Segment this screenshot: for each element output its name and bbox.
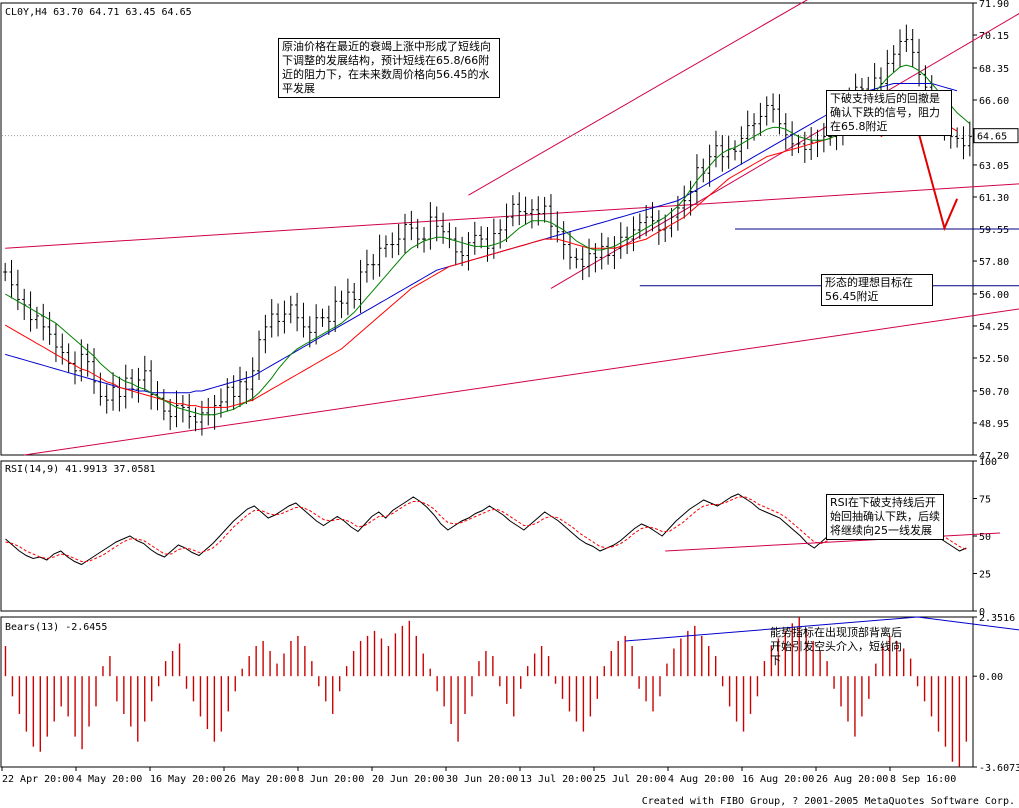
bears-y-tick-label: 0.00 <box>979 672 1003 683</box>
annotation-price-right: 下破支持线后的回撤是确认下跌的信号，阻力在65.8附近 <box>826 90 952 136</box>
x-tick-label: 26 May 20:00 <box>224 774 296 785</box>
price-header: CL0Y,H4 63.70 64.71 63.45 64.65 <box>5 7 192 18</box>
rsi-y-tick-label: 75 <box>979 495 991 506</box>
rsi-y-tick-label: 0 <box>979 607 985 618</box>
x-tick-label: 8 Sep 16:00 <box>890 774 956 785</box>
price-y-tick-label: 52.50 <box>979 354 1009 365</box>
x-tick-label: 26 Aug 20:00 <box>816 774 888 785</box>
footer-credit: Created with FIBO Group, ? 2001-2005 Met… <box>642 796 1015 807</box>
bears-y-tick-label: 2.3516 <box>979 613 1015 624</box>
rsi-trend-line <box>665 532 1001 552</box>
bears-divergence-top <box>625 616 1019 642</box>
bears-y-tick-label: -3.6073 <box>979 763 1019 774</box>
channel-line <box>468 0 808 196</box>
price-y-tick-label: 61.30 <box>979 193 1009 204</box>
annotation-price-main: 原油价格在最近的衰竭上涨中形成了短线向下调整的发展结构，预计短线在65.8/66… <box>278 38 500 98</box>
bears-frame <box>0 616 974 768</box>
rsi-signal-line <box>5 496 967 562</box>
projection-down-arrow <box>911 110 959 232</box>
price-y-tick-label: 66.60 <box>979 96 1009 107</box>
rsi-y-tick-label: 25 <box>979 570 991 581</box>
last-price-badge <box>973 128 1019 144</box>
x-tick-label: 20 Jun 20:00 <box>372 774 444 785</box>
price-y-tick-label: 56.00 <box>979 290 1009 301</box>
price-y-tick-label: 48.95 <box>979 419 1009 430</box>
price-y-tick-label: 63.05 <box>979 161 1009 172</box>
x-tick-label: 25 Jul 20:00 <box>594 774 666 785</box>
bears-panel: 2.3516 0.00 -3.6073 <box>0 613 1019 774</box>
annotation-target: 形态的理想目标在56.45附近 <box>821 274 933 306</box>
x-axis: 22 Apr 20:00 4 May 20:00 16 May 20:00 26 Ma… <box>1 767 956 785</box>
rsi-frame <box>0 460 974 612</box>
channel-line <box>24 308 1019 456</box>
annotation-rsi: RSI在下破支持线后开始回抽确认下跌，后续将继续向25一线发展 <box>826 494 944 540</box>
price-panel: 71.9070.1568.3566.6064.8563.0561.3059.55… <box>0 0 1019 462</box>
rsi-header: RSI(14,9) 41.9913 37.0581 <box>5 464 156 475</box>
price-y-tick-label: 57.80 <box>979 257 1009 268</box>
bears-header: Bears(13) -2.6455 <box>5 622 107 633</box>
ma-fast-line <box>4 64 971 416</box>
price-y-tick-label: 54.25 <box>979 322 1009 333</box>
x-tick-label: 16 May 20:00 <box>150 774 222 785</box>
x-tick-label: 30 Jun 20:00 <box>446 774 518 785</box>
x-tick-label: 22 Apr 20:00 <box>2 774 74 785</box>
price-y-tick-label: 68.35 <box>979 64 1009 75</box>
x-tick-label: 8 Jun 20:00 <box>298 774 364 785</box>
x-tick-label: 16 Aug 20:00 <box>742 774 814 785</box>
annotation-bears: 能势指标在出现顶部背离后开始引发空头介入，短线向下 <box>770 626 902 667</box>
price-y-tick-label: 47.20 <box>979 451 1009 462</box>
rsi-y-tick-label: 100 <box>979 457 997 468</box>
x-tick-label: 13 Jul 20:00 <box>520 774 592 785</box>
rsi-panel: 100 75 50 25 0 <box>0 457 1001 618</box>
last-price-label: 64.65 <box>977 132 1007 143</box>
price-y-tick-label: 50.70 <box>979 387 1009 398</box>
price-y-tick-label: 71.90 <box>979 0 1009 10</box>
price-y-tick-label: 70.15 <box>979 31 1009 42</box>
x-tick-label: 4 May 20:00 <box>76 774 142 785</box>
rsi-y-tick-label: 50 <box>979 532 991 543</box>
price-y-tick-label: 59.55 <box>979 225 1009 236</box>
rsi-line <box>5 493 967 566</box>
x-tick-label: 4 Aug 20:00 <box>668 774 734 785</box>
